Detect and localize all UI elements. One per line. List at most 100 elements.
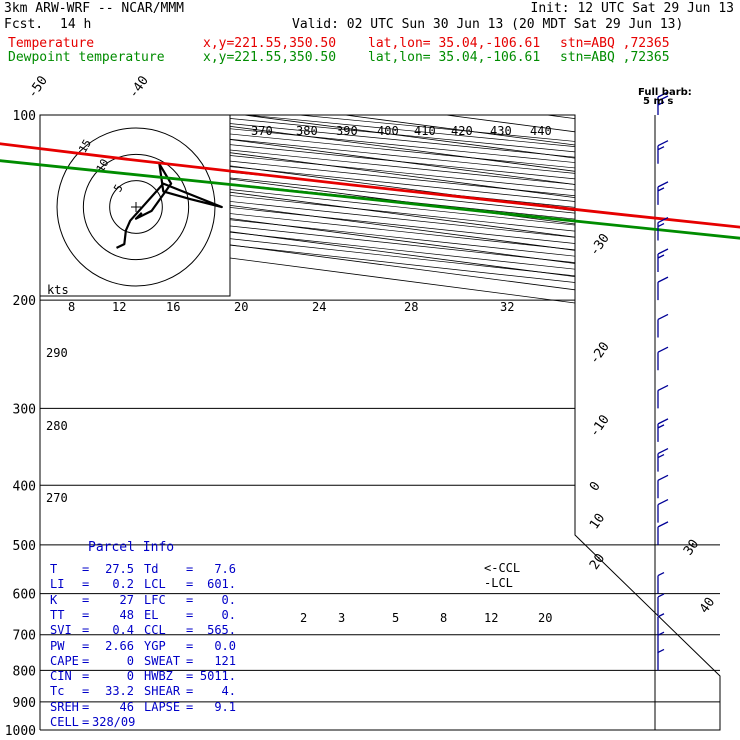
parcel-info-cell: = <box>82 669 90 684</box>
parcel-info-cell: 0.2 <box>112 577 134 592</box>
parcel-info-cell: = <box>82 684 90 699</box>
wind-barb <box>657 648 665 671</box>
parcel-info-cell: = <box>186 623 194 638</box>
parcel-info-cell: = <box>186 699 194 714</box>
moist-adiabat-label: 440 <box>530 124 552 138</box>
parcel-info-cell: = <box>82 562 90 576</box>
hodograph-speed-label: 20 <box>234 300 248 314</box>
parcel-info-cell: 27 <box>119 592 134 607</box>
moist-adiabat-label: 430 <box>490 124 512 138</box>
mixing-ratio-label: 8 <box>440 611 447 625</box>
parcel-info-cell: CAPE <box>50 653 79 668</box>
hodograph-speed-label: 24 <box>312 300 326 314</box>
hodograph-speed-label: 8 <box>68 300 75 314</box>
parcel-info-cell: = <box>186 592 194 607</box>
init-time: Init: 12 UTC Sat 29 Jun 13 <box>530 1 735 16</box>
wind-barb <box>657 181 669 205</box>
wind-barb <box>657 447 669 472</box>
isotherm-label: -10 <box>587 412 613 440</box>
forecast-label: Fcst. <box>4 17 44 32</box>
pressure-tick-label: 700 <box>13 629 36 644</box>
ccl-marker: <-CCL <box>484 561 520 575</box>
wind-barb <box>657 474 669 499</box>
parcel-info-cell: 0. <box>221 607 236 622</box>
pressure-tick-label: 800 <box>13 664 36 679</box>
parcel-info-cell: = <box>186 669 194 684</box>
parcel-info-cell: 0.4 <box>112 623 134 638</box>
parcel-info-cell: = <box>186 684 194 699</box>
hodograph-speed-label: 28 <box>404 300 418 314</box>
parcel-info-cell: = <box>82 623 90 638</box>
moist-adiabat-label: 390 <box>336 124 358 138</box>
hodograph-ring <box>109 180 163 234</box>
hodograph-box <box>39 114 231 297</box>
mixing-ratio-label: 2 <box>300 611 307 625</box>
valid-time: Valid: 02 UTC Sun 30 Jun 13 (20 MDT Sat … <box>292 17 684 32</box>
parcel-info-cell: Tc <box>50 684 65 699</box>
parcel-info-cell: = <box>82 607 90 622</box>
parcel-info-cell: 0.0 <box>214 638 236 653</box>
forecast-hour: 14 h <box>60 17 92 32</box>
dewpoint-latlon: lat,lon= 35.04,-106.61 <box>368 50 541 65</box>
pressure-tick-label: 900 <box>13 696 36 711</box>
wind-scale-value: 5 m s <box>643 96 673 107</box>
moist-adiabat-label: 400 <box>377 124 399 138</box>
wind-barb <box>657 499 669 523</box>
pressure-tick-label: 300 <box>13 402 36 417</box>
parcel-info-panel: Parcel Info T = 27.5 Td = 7.6 LI = 0.2 LCL = 601. K =… <box>46 536 236 736</box>
parcel-info-cell: CCL <box>144 623 166 638</box>
hodograph-speed-label: 12 <box>112 300 126 314</box>
moist-adiabat-label: 420 <box>451 124 473 138</box>
parcel-info-cell: 27.5 <box>105 562 134 576</box>
model-title: 3km ARW-WRF -- NCAR/MMM <box>4 1 185 16</box>
moist-adiabat-label: 380 <box>296 124 318 138</box>
wind-barb <box>657 593 665 615</box>
lcl-marker: -LCL <box>484 576 513 590</box>
pressure-tick-label: 400 <box>13 479 36 494</box>
dewpoint-station: stn=ABQ ,72365 <box>560 50 670 65</box>
parcel-info-cell: T <box>50 562 58 576</box>
isotherm-label: -40 <box>126 73 152 101</box>
dry-adiabat-label: 290 <box>46 346 68 360</box>
isotherm-line <box>547 115 720 730</box>
chart-frame <box>39 114 721 731</box>
parcel-info-cell: 0 <box>126 669 134 684</box>
mixing-ratio-label: 20 <box>538 611 552 625</box>
parcel-info-cell: = <box>82 715 90 729</box>
parcel-info-cell: TT <box>50 607 65 622</box>
isotherm-label: 0 <box>587 479 604 494</box>
parcel-info-title: Parcel Info <box>88 540 175 555</box>
parcel-info-cell: 7.6 <box>214 562 236 576</box>
parcel-info-cell: = <box>82 577 90 592</box>
parcel-info-cell: YGP <box>144 638 166 653</box>
isotherm-line <box>40 115 720 730</box>
parcel-info-cell: 46 <box>119 699 134 714</box>
parcel-info-cell: K <box>50 592 58 607</box>
dry-adiabat-line <box>247 115 720 730</box>
wind-barb <box>657 276 669 301</box>
isotherm-label: 10 <box>587 511 608 532</box>
parcel-info-cell: 0. <box>221 592 236 607</box>
isotherm-label: -20 <box>587 339 613 367</box>
wind-scale-title: Full barb: <box>638 87 692 98</box>
mixing-ratio-label: 12 <box>484 611 498 625</box>
parcel-info-cell: 0 <box>126 653 134 668</box>
parcel-info-cell: SREH <box>50 699 79 714</box>
parcel-info-cell: = <box>186 577 194 592</box>
isotherm-line <box>40 115 720 730</box>
temperature-latlon: lat,lon= 35.04,-106.61 <box>368 36 541 51</box>
pressure-tick-label: 600 <box>13 588 36 603</box>
parcel-info-cell: CELL <box>50 715 79 729</box>
hodograph-axis-label: kts <box>47 283 69 297</box>
moist-adiabat-label: 370 <box>251 124 273 138</box>
parcel-info-cell: LAPSE <box>144 699 181 714</box>
parcel-info-cell: 565. <box>207 623 236 638</box>
isotherm-label: -50 <box>25 73 51 101</box>
parcel-info-cell: SHEAR <box>144 684 181 699</box>
wind-barb <box>657 384 669 409</box>
dewpoint-xy: x,y=221.55,350.50 <box>203 50 337 65</box>
parcel-info-cell: SVI <box>50 623 72 638</box>
isotherm-label: 40 <box>697 595 718 616</box>
parcel-info-cell: HWBZ <box>144 669 173 684</box>
parcel-info-cell: = <box>186 638 194 653</box>
